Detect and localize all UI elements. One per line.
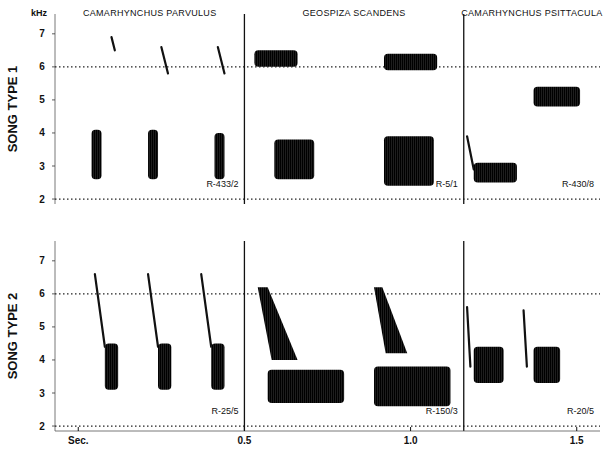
note-blob [534, 347, 561, 383]
y-axis-line [55, 241, 56, 431]
note-sweep [524, 310, 527, 366]
note-wedge [258, 287, 298, 360]
column-divider [244, 14, 245, 204]
y-tick [52, 359, 55, 360]
reference-line [55, 198, 600, 199]
x-tick [244, 427, 245, 431]
x-tick-label: 0.5 [237, 435, 251, 446]
column-title: CAMARHYNCHUS PARVULUS [83, 8, 217, 18]
recording-label: R-5/1 [436, 179, 458, 189]
y-tick [52, 326, 55, 327]
x-axis-line [55, 431, 600, 432]
x-tick [410, 427, 411, 431]
recording-label: R-150/3 [426, 406, 458, 416]
x-tick [78, 427, 79, 431]
x-tick-label: Sec. [68, 435, 89, 446]
x-tick [576, 427, 577, 431]
y-axis-label: kHz [31, 8, 48, 18]
column-divider [244, 241, 245, 431]
row-label: SONG TYPE 2 [5, 293, 20, 380]
note-blob [268, 370, 344, 403]
y-tick-label: 3 [39, 388, 45, 399]
x-tick-label: 1.0 [404, 435, 418, 446]
row-label: SONG TYPE 1 [5, 66, 20, 153]
note-blob [92, 130, 102, 180]
y-tick [52, 426, 55, 427]
y-tick-label: 6 [39, 61, 45, 72]
column-title: CAMARHYNCHUS PSITTACULA [461, 8, 602, 18]
note-blob [148, 130, 158, 180]
note-blob [215, 133, 225, 179]
sonogram-figure: kHz CAMARHYNCHUS PARVULUS GEOSPIZA SCANDEN… [0, 0, 612, 452]
note-sweep [467, 307, 470, 366]
column-divider [463, 241, 464, 431]
y-tick [52, 166, 55, 167]
notes-group [95, 274, 560, 406]
note-wedge [374, 287, 407, 353]
note-blob [274, 140, 314, 180]
y-tick [52, 199, 55, 200]
x-tick-label: 1.5 [570, 435, 584, 446]
notes-group [92, 37, 581, 186]
note-blob [534, 87, 581, 107]
y-tick-label: 2 [39, 421, 45, 432]
recording-label: R-430/8 [562, 179, 594, 189]
y-tick [52, 393, 55, 394]
note-sweep [148, 274, 158, 347]
note-blob [374, 367, 450, 407]
y-tick-label: 3 [39, 161, 45, 172]
y-tick [52, 66, 55, 67]
y-tick [52, 99, 55, 100]
note-blob [384, 54, 437, 71]
y-tick-label: 5 [39, 94, 45, 105]
note-blob [474, 163, 517, 183]
y-tick-label: 7 [39, 255, 45, 266]
y-tick-label: 4 [39, 354, 45, 365]
y-tick-label: 4 [39, 127, 45, 138]
y-tick-label: 2 [39, 194, 45, 205]
y-tick [52, 132, 55, 133]
column-divider [463, 14, 464, 204]
y-tick-label: 7 [39, 28, 45, 39]
note-blob [105, 343, 118, 389]
y-tick-label: 5 [39, 321, 45, 332]
y-tick [52, 33, 55, 34]
note-sweep [201, 274, 211, 347]
y-tick-label: 6 [39, 288, 45, 299]
y-axis-line [55, 14, 56, 204]
y-tick [52, 260, 55, 261]
reference-line [55, 66, 600, 67]
note-blob [474, 347, 504, 383]
recording-label: R-20/5 [567, 406, 594, 416]
note-sweep [161, 47, 168, 73]
y-tick [52, 293, 55, 294]
note-blob [254, 50, 297, 67]
note-blob [384, 136, 434, 186]
recording-label: R-433/2 [206, 179, 238, 189]
reference-line [55, 425, 600, 426]
note-blob [211, 343, 224, 389]
reference-line [55, 293, 600, 294]
note-blob [158, 343, 171, 389]
column-title: GEOSPIZA SCANDENS [303, 8, 406, 18]
note-sweep [95, 274, 105, 347]
note-sweep [218, 47, 225, 73]
note-sweep [111, 37, 114, 50]
recording-label: R-25/5 [211, 406, 238, 416]
note-sweep [467, 136, 474, 169]
